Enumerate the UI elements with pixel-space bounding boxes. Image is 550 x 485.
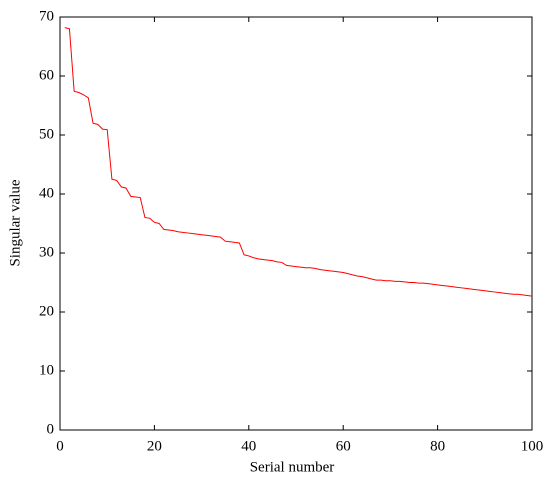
data-line: [64, 27, 533, 297]
y-tick-label: 40: [39, 185, 54, 201]
x-tick-label: 20: [147, 438, 162, 454]
y-tick-label: 60: [39, 67, 54, 83]
y-tick-label: 50: [39, 126, 54, 142]
x-tick-label: 100: [521, 438, 544, 454]
y-tick-label: 30: [39, 244, 54, 260]
x-axis-label: Serial number: [250, 459, 335, 475]
x-tick-label: 0: [56, 438, 64, 454]
x-tick-label: 80: [430, 438, 445, 454]
y-tick-label: 0: [47, 421, 55, 437]
x-tick-label: 60: [336, 438, 351, 454]
plot-frame: [59, 16, 533, 431]
x-tick-label: 40: [241, 438, 256, 454]
y-tick-label: 20: [39, 303, 54, 319]
y-axis-label: Singular value: [7, 179, 23, 266]
y-tick-label: 10: [39, 362, 54, 378]
y-tick-label: 70: [39, 8, 54, 24]
